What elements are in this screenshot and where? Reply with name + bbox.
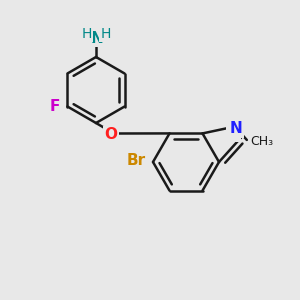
Text: H: H xyxy=(100,27,111,41)
Text: Br: Br xyxy=(127,153,146,168)
Text: N: N xyxy=(227,126,240,141)
Text: O: O xyxy=(104,128,118,142)
Text: N: N xyxy=(91,31,104,46)
Text: N: N xyxy=(230,122,243,136)
Text: F: F xyxy=(50,99,60,114)
Text: H: H xyxy=(81,27,92,41)
Text: CH₃: CH₃ xyxy=(250,135,274,148)
